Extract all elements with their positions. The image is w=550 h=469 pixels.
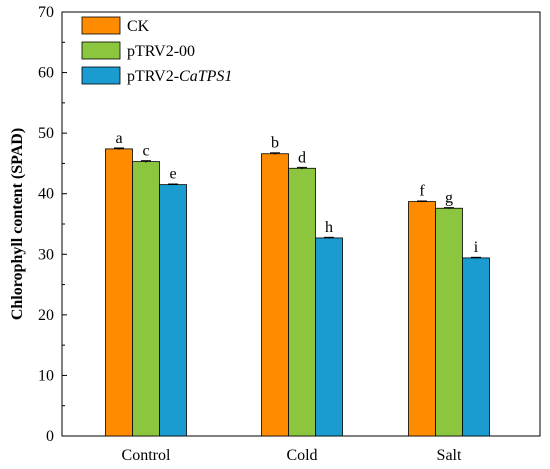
x-tick-label: Cold bbox=[286, 447, 317, 464]
legend-swatch bbox=[81, 66, 121, 85]
y-tick-label: 70 bbox=[38, 4, 54, 21]
legend-label: CK bbox=[127, 18, 150, 35]
significance-label: e bbox=[169, 166, 176, 183]
y-tick-label: 50 bbox=[38, 125, 54, 142]
bar bbox=[462, 257, 490, 437]
y-tick-label: 60 bbox=[38, 65, 54, 82]
legend-swatch bbox=[81, 16, 121, 35]
significance-label: f bbox=[419, 183, 425, 200]
legend-label: pTRV2-CaTPS1 bbox=[127, 68, 232, 85]
significance-label: b bbox=[271, 135, 279, 152]
legend-swatch bbox=[81, 41, 121, 60]
bar bbox=[261, 153, 289, 437]
legend: CK pTRV2-00 pTRV2-CaTPS1 bbox=[81, 16, 232, 85]
bar bbox=[435, 207, 463, 437]
significance-label: i bbox=[474, 239, 479, 256]
significance-label: a bbox=[115, 130, 122, 147]
bar bbox=[105, 148, 133, 437]
significance-label: d bbox=[298, 149, 306, 166]
significance-label: h bbox=[325, 219, 333, 236]
legend-label: pTRV2-00 bbox=[127, 43, 195, 60]
y-tick-label: 0 bbox=[46, 428, 54, 445]
legend-label-text: pTRV2- bbox=[127, 68, 179, 85]
bar bbox=[159, 184, 187, 437]
legend-label-text: pTRV2-00 bbox=[127, 43, 195, 60]
y-tick-label: 40 bbox=[38, 186, 54, 203]
bars: a c e b d h f g i bbox=[105, 130, 490, 437]
legend-label-text: CK bbox=[127, 18, 150, 35]
significance-label: c bbox=[142, 143, 149, 160]
legend-label-italic: CaTPS1 bbox=[179, 68, 232, 85]
x-tick-label: Control bbox=[122, 447, 171, 464]
x-tick-label: Salt bbox=[437, 447, 462, 464]
bar bbox=[408, 201, 436, 437]
bar bbox=[315, 237, 343, 437]
bar bbox=[132, 161, 160, 437]
y-tick-label: 20 bbox=[38, 307, 54, 324]
y-tick-label: 10 bbox=[38, 367, 54, 384]
y-axis-title: Chlorophyll content (SPAD) bbox=[9, 128, 26, 320]
y-tick-label: 30 bbox=[38, 246, 54, 263]
bar bbox=[288, 167, 316, 437]
significance-label: g bbox=[445, 189, 453, 206]
